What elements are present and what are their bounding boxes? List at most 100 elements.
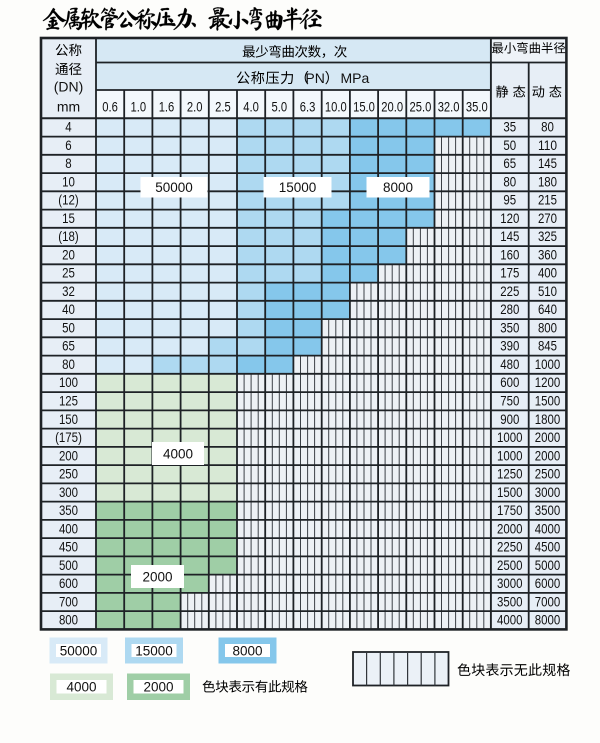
svg-text:500: 500	[59, 558, 78, 573]
svg-text:15000: 15000	[279, 180, 317, 195]
svg-text:3000: 3000	[497, 576, 523, 591]
svg-text:80: 80	[503, 175, 516, 190]
svg-text:95: 95	[503, 193, 516, 208]
svg-text:450: 450	[59, 540, 78, 555]
svg-text:25: 25	[62, 266, 75, 281]
svg-text:6000: 6000	[535, 576, 561, 591]
svg-text:20: 20	[62, 248, 75, 263]
svg-text:4000: 4000	[163, 446, 193, 461]
svg-text:2500: 2500	[497, 558, 523, 573]
svg-text:15000: 15000	[135, 643, 173, 658]
svg-text:50000: 50000	[155, 180, 193, 195]
svg-text:80: 80	[541, 120, 554, 135]
svg-text:390: 390	[500, 339, 519, 354]
svg-text:145: 145	[538, 156, 557, 171]
svg-text:2000: 2000	[143, 680, 173, 695]
svg-text:(DN): (DN)	[54, 79, 84, 95]
svg-text:8: 8	[65, 156, 71, 171]
svg-text:4000: 4000	[66, 680, 96, 695]
svg-text:4500: 4500	[535, 540, 561, 555]
svg-text:700: 700	[59, 594, 78, 609]
svg-text:65: 65	[503, 156, 516, 171]
svg-text:2000: 2000	[142, 569, 172, 584]
svg-text:640: 640	[538, 302, 557, 317]
svg-text:1000: 1000	[497, 448, 523, 463]
svg-text:35: 35	[503, 120, 516, 135]
svg-text:120: 120	[500, 211, 519, 226]
svg-text:80: 80	[62, 357, 75, 372]
svg-text:400: 400	[59, 521, 78, 536]
svg-text:mm: mm	[57, 99, 80, 115]
svg-text:1.0: 1.0	[131, 98, 147, 114]
svg-text:50: 50	[503, 138, 516, 153]
svg-text:600: 600	[59, 576, 78, 591]
svg-text:1200: 1200	[535, 375, 561, 390]
svg-text:125: 125	[59, 394, 78, 409]
svg-text:510: 510	[538, 284, 557, 299]
svg-text:5.0: 5.0	[272, 98, 288, 114]
svg-text:180: 180	[538, 175, 557, 190]
svg-text:2000: 2000	[535, 448, 561, 463]
svg-text:32.0: 32.0	[438, 98, 460, 114]
svg-text:600: 600	[500, 375, 519, 390]
svg-text:400: 400	[538, 266, 557, 281]
svg-text:2000: 2000	[497, 521, 523, 536]
svg-text:1500: 1500	[497, 485, 523, 500]
svg-text:175: 175	[500, 266, 519, 281]
svg-text:160: 160	[500, 248, 519, 263]
svg-text:150: 150	[59, 412, 78, 427]
svg-text:3500: 3500	[497, 594, 523, 609]
svg-text:10.0: 10.0	[325, 98, 347, 114]
svg-text:8000: 8000	[232, 643, 262, 658]
svg-text:3500: 3500	[535, 503, 561, 518]
svg-text:25.0: 25.0	[410, 98, 432, 114]
svg-text:PN: PN	[305, 70, 324, 86]
svg-text:65: 65	[62, 339, 75, 354]
svg-text:4: 4	[65, 120, 72, 135]
svg-text:225: 225	[500, 284, 519, 299]
svg-text:350: 350	[500, 321, 519, 336]
svg-text:32: 32	[62, 284, 75, 299]
svg-text:6: 6	[65, 138, 71, 153]
svg-text:8000: 8000	[535, 613, 561, 628]
svg-text:(175): (175)	[55, 430, 82, 445]
svg-text:215: 215	[538, 193, 557, 208]
svg-text:1.6: 1.6	[159, 98, 175, 114]
svg-text:110: 110	[538, 138, 557, 153]
svg-text:250: 250	[59, 467, 78, 482]
svg-text:100: 100	[59, 375, 78, 390]
svg-text:145: 145	[500, 229, 519, 244]
svg-text:800: 800	[59, 613, 78, 628]
svg-text:0.6: 0.6	[102, 98, 118, 114]
svg-text:2000: 2000	[535, 430, 561, 445]
svg-text:280: 280	[500, 302, 519, 317]
svg-text:40: 40	[62, 302, 75, 317]
svg-text:35.0: 35.0	[466, 98, 488, 114]
svg-text:480: 480	[500, 357, 519, 372]
svg-text:845: 845	[538, 339, 557, 354]
svg-text:1000: 1000	[535, 357, 561, 372]
svg-text:15: 15	[62, 211, 75, 226]
svg-text:4000: 4000	[535, 521, 561, 536]
svg-text:360: 360	[538, 248, 557, 263]
svg-text:270: 270	[538, 211, 557, 226]
svg-text:2500: 2500	[535, 467, 561, 482]
svg-text:5000: 5000	[535, 558, 561, 573]
svg-text:3000: 3000	[535, 485, 561, 500]
svg-text:1750: 1750	[497, 503, 523, 518]
svg-text:7000: 7000	[535, 594, 561, 609]
svg-text:6.3: 6.3	[300, 98, 316, 114]
svg-text:50: 50	[62, 321, 75, 336]
svg-text:800: 800	[538, 321, 557, 336]
svg-text:(18): (18)	[58, 229, 78, 244]
svg-text:(12): (12)	[58, 193, 78, 208]
svg-text:8000: 8000	[383, 180, 413, 195]
svg-text:15.0: 15.0	[353, 98, 375, 114]
svg-text:750: 750	[500, 394, 519, 409]
svg-text:1250: 1250	[497, 467, 523, 482]
svg-text:325: 325	[538, 229, 557, 244]
svg-text:1500: 1500	[535, 394, 561, 409]
svg-text:50000: 50000	[60, 643, 98, 658]
svg-text:200: 200	[59, 448, 78, 463]
svg-text:1000: 1000	[497, 430, 523, 445]
